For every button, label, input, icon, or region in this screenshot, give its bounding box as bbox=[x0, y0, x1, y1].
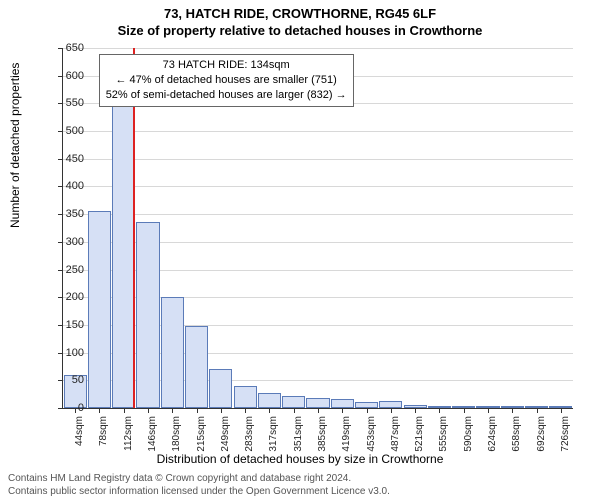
xtick-mark bbox=[342, 408, 343, 413]
xtick-label: 317sqm bbox=[268, 416, 279, 460]
gridline bbox=[63, 214, 573, 215]
footer-line1: Contains HM Land Registry data © Crown c… bbox=[8, 472, 592, 485]
annotation-line: ← 47% of detached houses are smaller (75… bbox=[106, 73, 347, 88]
histogram-bar bbox=[112, 103, 135, 408]
ytick-label: 550 bbox=[44, 97, 84, 109]
xtick-label: 180sqm bbox=[171, 416, 182, 460]
xtick-mark bbox=[99, 408, 100, 413]
xtick-label: 590sqm bbox=[463, 416, 474, 460]
xtick-label: 658sqm bbox=[511, 416, 522, 460]
xtick-mark bbox=[124, 408, 125, 413]
chart-container: 73, HATCH RIDE, CROWTHORNE, RG45 6LF Siz… bbox=[0, 0, 600, 500]
ytick-label: 450 bbox=[44, 153, 84, 165]
annotation-box: 73 HATCH RIDE: 134sqm← 47% of detached h… bbox=[99, 54, 354, 107]
histogram-bar bbox=[209, 369, 232, 408]
xtick-mark bbox=[391, 408, 392, 413]
gridline bbox=[63, 131, 573, 132]
annotation-line: 73 HATCH RIDE: 134sqm bbox=[106, 58, 347, 73]
chart-title-line1: 73, HATCH RIDE, CROWTHORNE, RG45 6LF bbox=[0, 0, 600, 21]
xtick-mark bbox=[148, 408, 149, 413]
xtick-label: 385sqm bbox=[317, 416, 328, 460]
histogram-bar bbox=[306, 398, 329, 408]
histogram-bar bbox=[258, 393, 281, 409]
histogram-bar bbox=[331, 399, 354, 408]
xtick-label: 44sqm bbox=[74, 416, 85, 460]
ytick-label: 500 bbox=[44, 125, 84, 137]
xtick-label: 487sqm bbox=[390, 416, 401, 460]
xtick-label: 624sqm bbox=[487, 416, 498, 460]
xtick-label: 521sqm bbox=[414, 416, 425, 460]
xtick-label: 453sqm bbox=[366, 416, 377, 460]
xtick-label: 78sqm bbox=[98, 416, 109, 460]
gridline bbox=[63, 48, 573, 49]
xtick-mark bbox=[269, 408, 270, 413]
xtick-mark bbox=[464, 408, 465, 413]
histogram-bar bbox=[234, 386, 257, 408]
ytick-label: 50 bbox=[44, 374, 84, 386]
footer-attribution: Contains HM Land Registry data © Crown c… bbox=[8, 472, 592, 498]
xtick-mark bbox=[537, 408, 538, 413]
xtick-mark bbox=[512, 408, 513, 413]
xtick-mark bbox=[294, 408, 295, 413]
xtick-mark bbox=[221, 408, 222, 413]
ytick-label: 0 bbox=[44, 402, 84, 414]
ytick-label: 200 bbox=[44, 291, 84, 303]
histogram-bar bbox=[161, 297, 184, 408]
histogram-bar bbox=[185, 326, 208, 408]
xtick-label: 112sqm bbox=[123, 416, 134, 460]
xtick-mark bbox=[367, 408, 368, 413]
plot-area: 73 HATCH RIDE: 134sqm← 47% of detached h… bbox=[62, 48, 573, 409]
footer-line2: Contains public sector information licen… bbox=[8, 485, 592, 498]
xtick-label: 249sqm bbox=[220, 416, 231, 460]
xtick-mark bbox=[415, 408, 416, 413]
y-axis-label: Number of detached properties bbox=[8, 63, 22, 228]
ytick-label: 600 bbox=[44, 70, 84, 82]
ytick-label: 100 bbox=[44, 347, 84, 359]
xtick-label: 351sqm bbox=[293, 416, 304, 460]
ytick-label: 650 bbox=[44, 42, 84, 54]
histogram-bar bbox=[379, 401, 402, 408]
xtick-label: 555sqm bbox=[438, 416, 449, 460]
ytick-label: 250 bbox=[44, 264, 84, 276]
xtick-mark bbox=[245, 408, 246, 413]
gridline bbox=[63, 159, 573, 160]
xtick-label: 146sqm bbox=[147, 416, 158, 460]
histogram-bar bbox=[282, 396, 305, 408]
chart-title-line2: Size of property relative to detached ho… bbox=[0, 21, 600, 38]
xtick-mark bbox=[318, 408, 319, 413]
ytick-label: 300 bbox=[44, 236, 84, 248]
xtick-label: 215sqm bbox=[196, 416, 207, 460]
xtick-mark bbox=[197, 408, 198, 413]
xtick-label: 726sqm bbox=[560, 416, 571, 460]
xtick-mark bbox=[172, 408, 173, 413]
ytick-label: 150 bbox=[44, 319, 84, 331]
xtick-label: 283sqm bbox=[244, 416, 255, 460]
histogram-bar bbox=[88, 211, 111, 408]
gridline bbox=[63, 186, 573, 187]
annotation-line: 52% of semi-detached houses are larger (… bbox=[106, 88, 347, 103]
histogram-bar bbox=[136, 222, 159, 408]
xtick-label: 419sqm bbox=[341, 416, 352, 460]
xtick-label: 692sqm bbox=[536, 416, 547, 460]
ytick-label: 350 bbox=[44, 208, 84, 220]
xtick-mark bbox=[439, 408, 440, 413]
xtick-mark bbox=[488, 408, 489, 413]
ytick-label: 400 bbox=[44, 180, 84, 192]
xtick-mark bbox=[561, 408, 562, 413]
